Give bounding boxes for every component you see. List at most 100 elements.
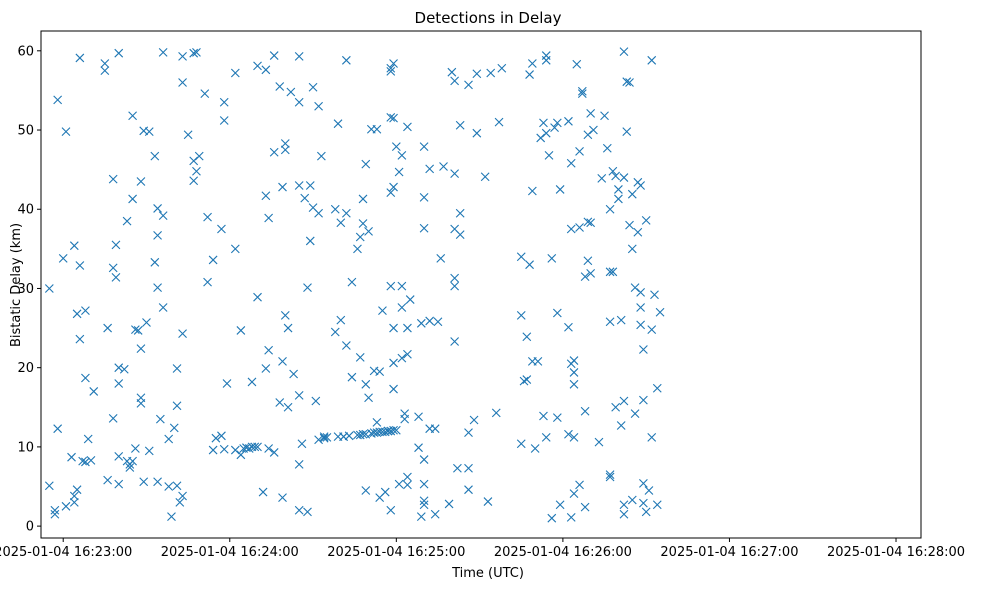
x-tick-label: 2025-01-04 16:26:00 xyxy=(494,545,632,560)
data-point xyxy=(144,446,154,456)
data-point xyxy=(250,442,260,452)
data-point xyxy=(81,306,90,316)
data-point xyxy=(630,409,640,419)
data-point xyxy=(577,86,587,96)
data-point xyxy=(294,459,304,469)
data-point xyxy=(580,272,590,281)
data-point xyxy=(178,51,187,61)
data-point xyxy=(305,236,315,246)
data-point xyxy=(136,177,146,186)
data-point xyxy=(67,452,76,462)
data-point xyxy=(569,379,579,389)
data-point xyxy=(416,512,426,521)
data-point xyxy=(269,147,279,157)
data-point xyxy=(200,89,210,98)
data-point xyxy=(464,80,473,90)
data-point xyxy=(75,261,85,270)
data-point xyxy=(269,448,279,457)
data-point xyxy=(172,364,182,373)
data-point xyxy=(425,164,435,174)
data-point xyxy=(652,500,662,510)
data-point xyxy=(419,192,429,202)
data-point xyxy=(419,500,429,510)
data-point xyxy=(358,429,368,439)
data-point xyxy=(361,159,371,169)
data-point xyxy=(541,51,551,60)
y-tick-label: 10 xyxy=(17,440,34,455)
data-point xyxy=(403,349,412,359)
data-point xyxy=(583,217,593,227)
data-point xyxy=(167,512,176,521)
data-point xyxy=(389,384,398,394)
data-point xyxy=(483,497,493,506)
data-point xyxy=(600,111,609,121)
data-point xyxy=(639,345,648,354)
data-point xyxy=(391,142,401,152)
data-point xyxy=(555,500,565,510)
data-point xyxy=(81,373,90,383)
data-point xyxy=(278,493,287,502)
y-axis-ticks: 0 10 20 30 40 50 60 xyxy=(17,44,41,535)
data-point xyxy=(614,194,623,204)
data-point xyxy=(133,326,143,335)
data-point xyxy=(194,151,204,161)
data-point xyxy=(569,433,579,442)
chart-title: Detections in Delay xyxy=(415,9,562,27)
data-point xyxy=(275,82,285,91)
data-point xyxy=(61,501,71,511)
data-point xyxy=(114,48,124,58)
data-point xyxy=(522,332,532,342)
data-point xyxy=(280,139,290,148)
data-point xyxy=(380,487,390,497)
data-point xyxy=(178,78,187,87)
data-point xyxy=(444,499,454,509)
data-point xyxy=(89,387,99,396)
data-point xyxy=(464,485,473,495)
data-point xyxy=(289,369,299,379)
data-point xyxy=(128,111,137,121)
data-point xyxy=(283,323,293,333)
data-point xyxy=(319,432,329,441)
data-point xyxy=(114,379,124,388)
data-point xyxy=(497,63,507,73)
data-point xyxy=(397,303,407,312)
data-point xyxy=(527,59,537,68)
data-point xyxy=(416,318,426,328)
data-point xyxy=(236,450,246,460)
data-point xyxy=(552,413,562,422)
data-point xyxy=(405,295,415,304)
data-point xyxy=(58,253,68,263)
data-point xyxy=(530,444,540,453)
data-point xyxy=(616,421,626,430)
y-tick-label: 40 xyxy=(17,203,34,218)
data-point xyxy=(83,434,93,444)
data-point xyxy=(464,463,473,473)
data-point xyxy=(336,218,346,228)
data-point xyxy=(108,413,118,423)
data-point xyxy=(341,341,351,350)
data-point xyxy=(614,185,623,194)
data-point xyxy=(605,470,615,480)
data-point xyxy=(625,220,634,230)
data-point xyxy=(305,181,315,190)
data-point xyxy=(139,477,149,487)
data-point xyxy=(575,223,584,232)
data-point xyxy=(61,127,71,136)
data-point xyxy=(314,101,323,111)
data-point xyxy=(183,130,193,140)
data-point xyxy=(644,486,654,495)
data-point xyxy=(419,455,429,464)
data-point xyxy=(75,53,85,63)
x-tick-label: 2025-01-04 16:23:00 xyxy=(0,545,132,560)
data-point xyxy=(569,356,579,365)
data-point xyxy=(347,372,357,382)
data-point xyxy=(389,358,398,368)
data-point xyxy=(103,475,113,485)
data-point xyxy=(308,82,318,92)
data-point xyxy=(341,55,351,65)
data-point xyxy=(616,315,626,325)
data-point xyxy=(541,55,551,65)
data-point xyxy=(436,253,446,263)
data-point xyxy=(111,240,121,250)
data-point xyxy=(430,424,440,434)
